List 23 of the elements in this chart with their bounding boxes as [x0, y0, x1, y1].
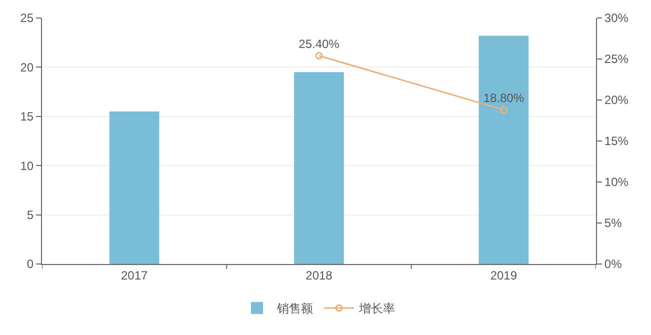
x-tick-label: 2017 — [120, 268, 148, 282]
bar — [109, 111, 160, 264]
data-label: 25.40% — [298, 36, 340, 51]
x-tick-label: 2019 — [490, 268, 518, 282]
y2-tick-label: 10% — [604, 175, 629, 190]
y-tick-label: 25 — [20, 11, 34, 26]
y2-tick-label: 25% — [604, 52, 629, 66]
bar — [478, 36, 529, 264]
bar — [294, 72, 344, 264]
y-tick-label: 5 — [26, 208, 34, 222]
data-label: 18.80% — [483, 91, 524, 106]
y2-tick-label: 30% — [604, 11, 629, 26]
x-tick-label: 2018 — [306, 268, 333, 282]
y-tick-label: 20 — [20, 60, 34, 74]
y-tick-label: 15 — [20, 110, 34, 124]
y2-tick-label: 0% — [604, 257, 622, 272]
y-tick-label: 0 — [26, 257, 34, 272]
y2-tick-label: 5% — [604, 216, 622, 230]
y2-tick-label: 15% — [604, 134, 629, 148]
legend-label: 增长率 — [358, 302, 395, 316]
y-tick-label: 10 — [20, 158, 34, 173]
legend-label: 销售额 — [276, 302, 313, 316]
y2-tick-label: 20% — [604, 93, 629, 108]
